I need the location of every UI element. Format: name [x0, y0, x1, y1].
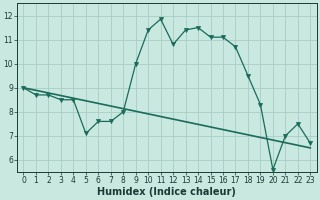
X-axis label: Humidex (Indice chaleur): Humidex (Indice chaleur) — [98, 187, 236, 197]
